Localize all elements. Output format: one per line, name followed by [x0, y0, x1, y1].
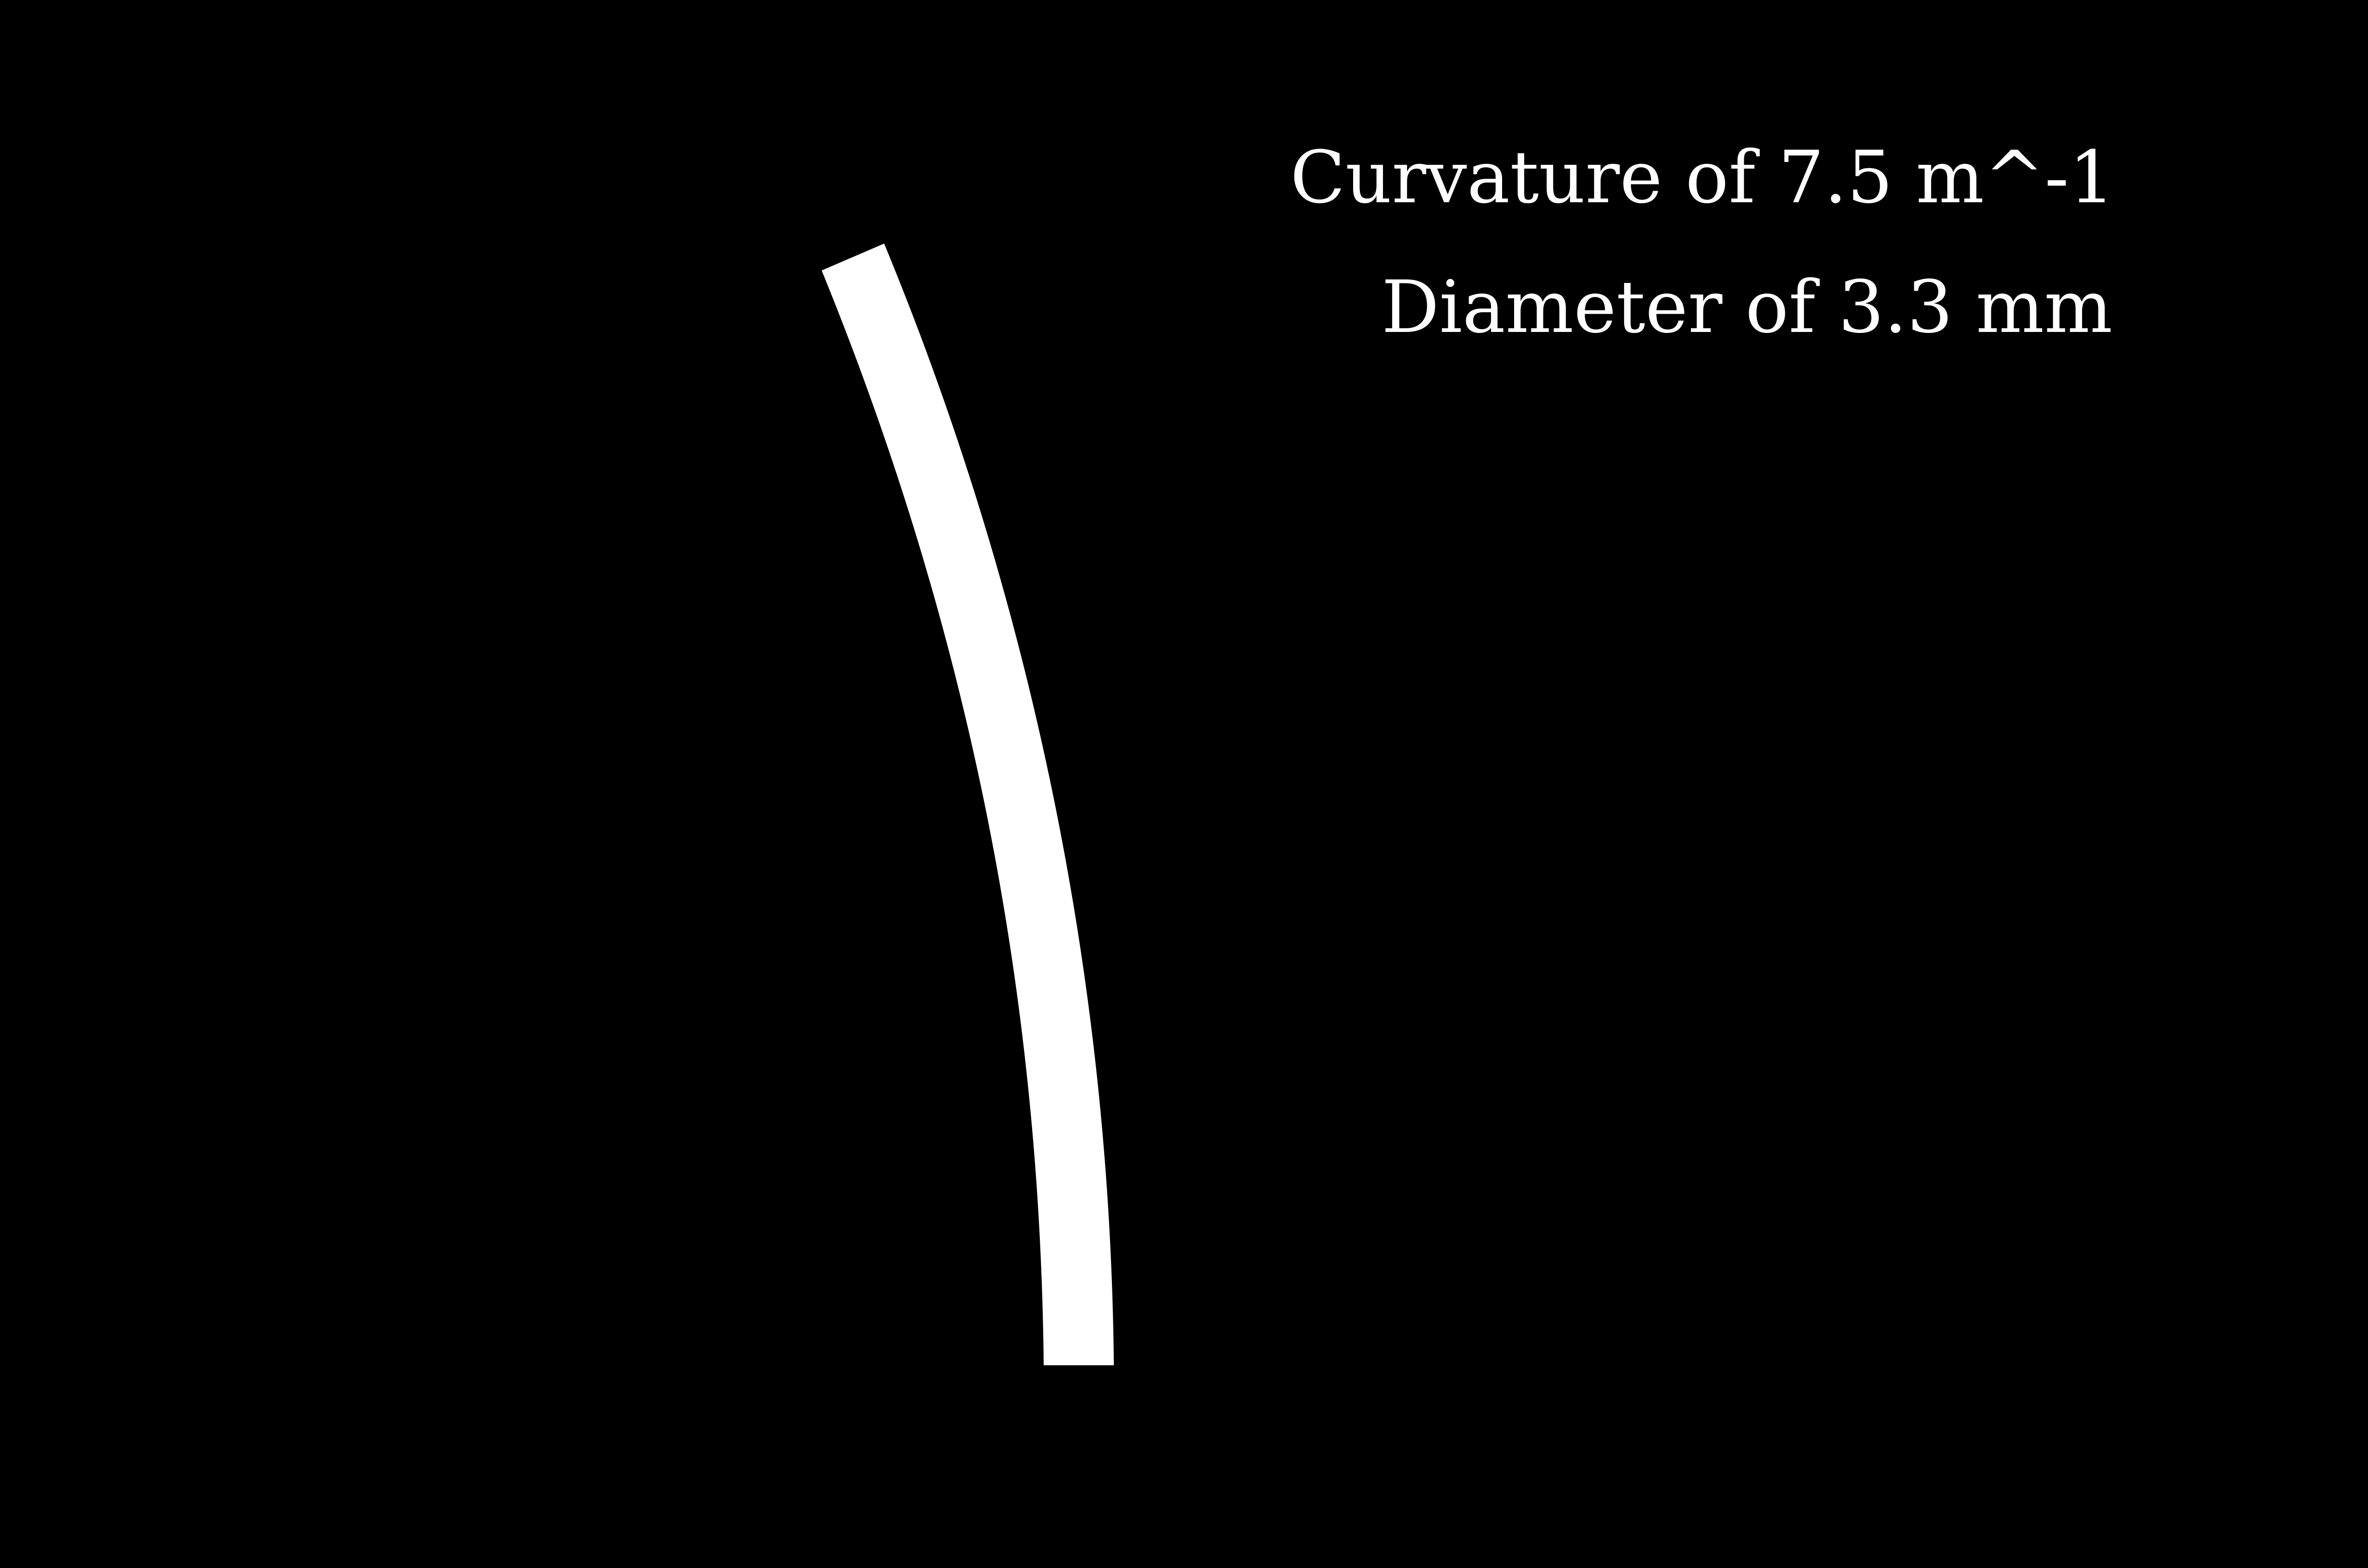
diameter-label: Diameter of 3.3 mm	[1381, 266, 2113, 349]
rod-band	[822, 244, 1114, 1365]
curvature-label: Curvature of 7.5 m^-1	[1290, 136, 2115, 220]
